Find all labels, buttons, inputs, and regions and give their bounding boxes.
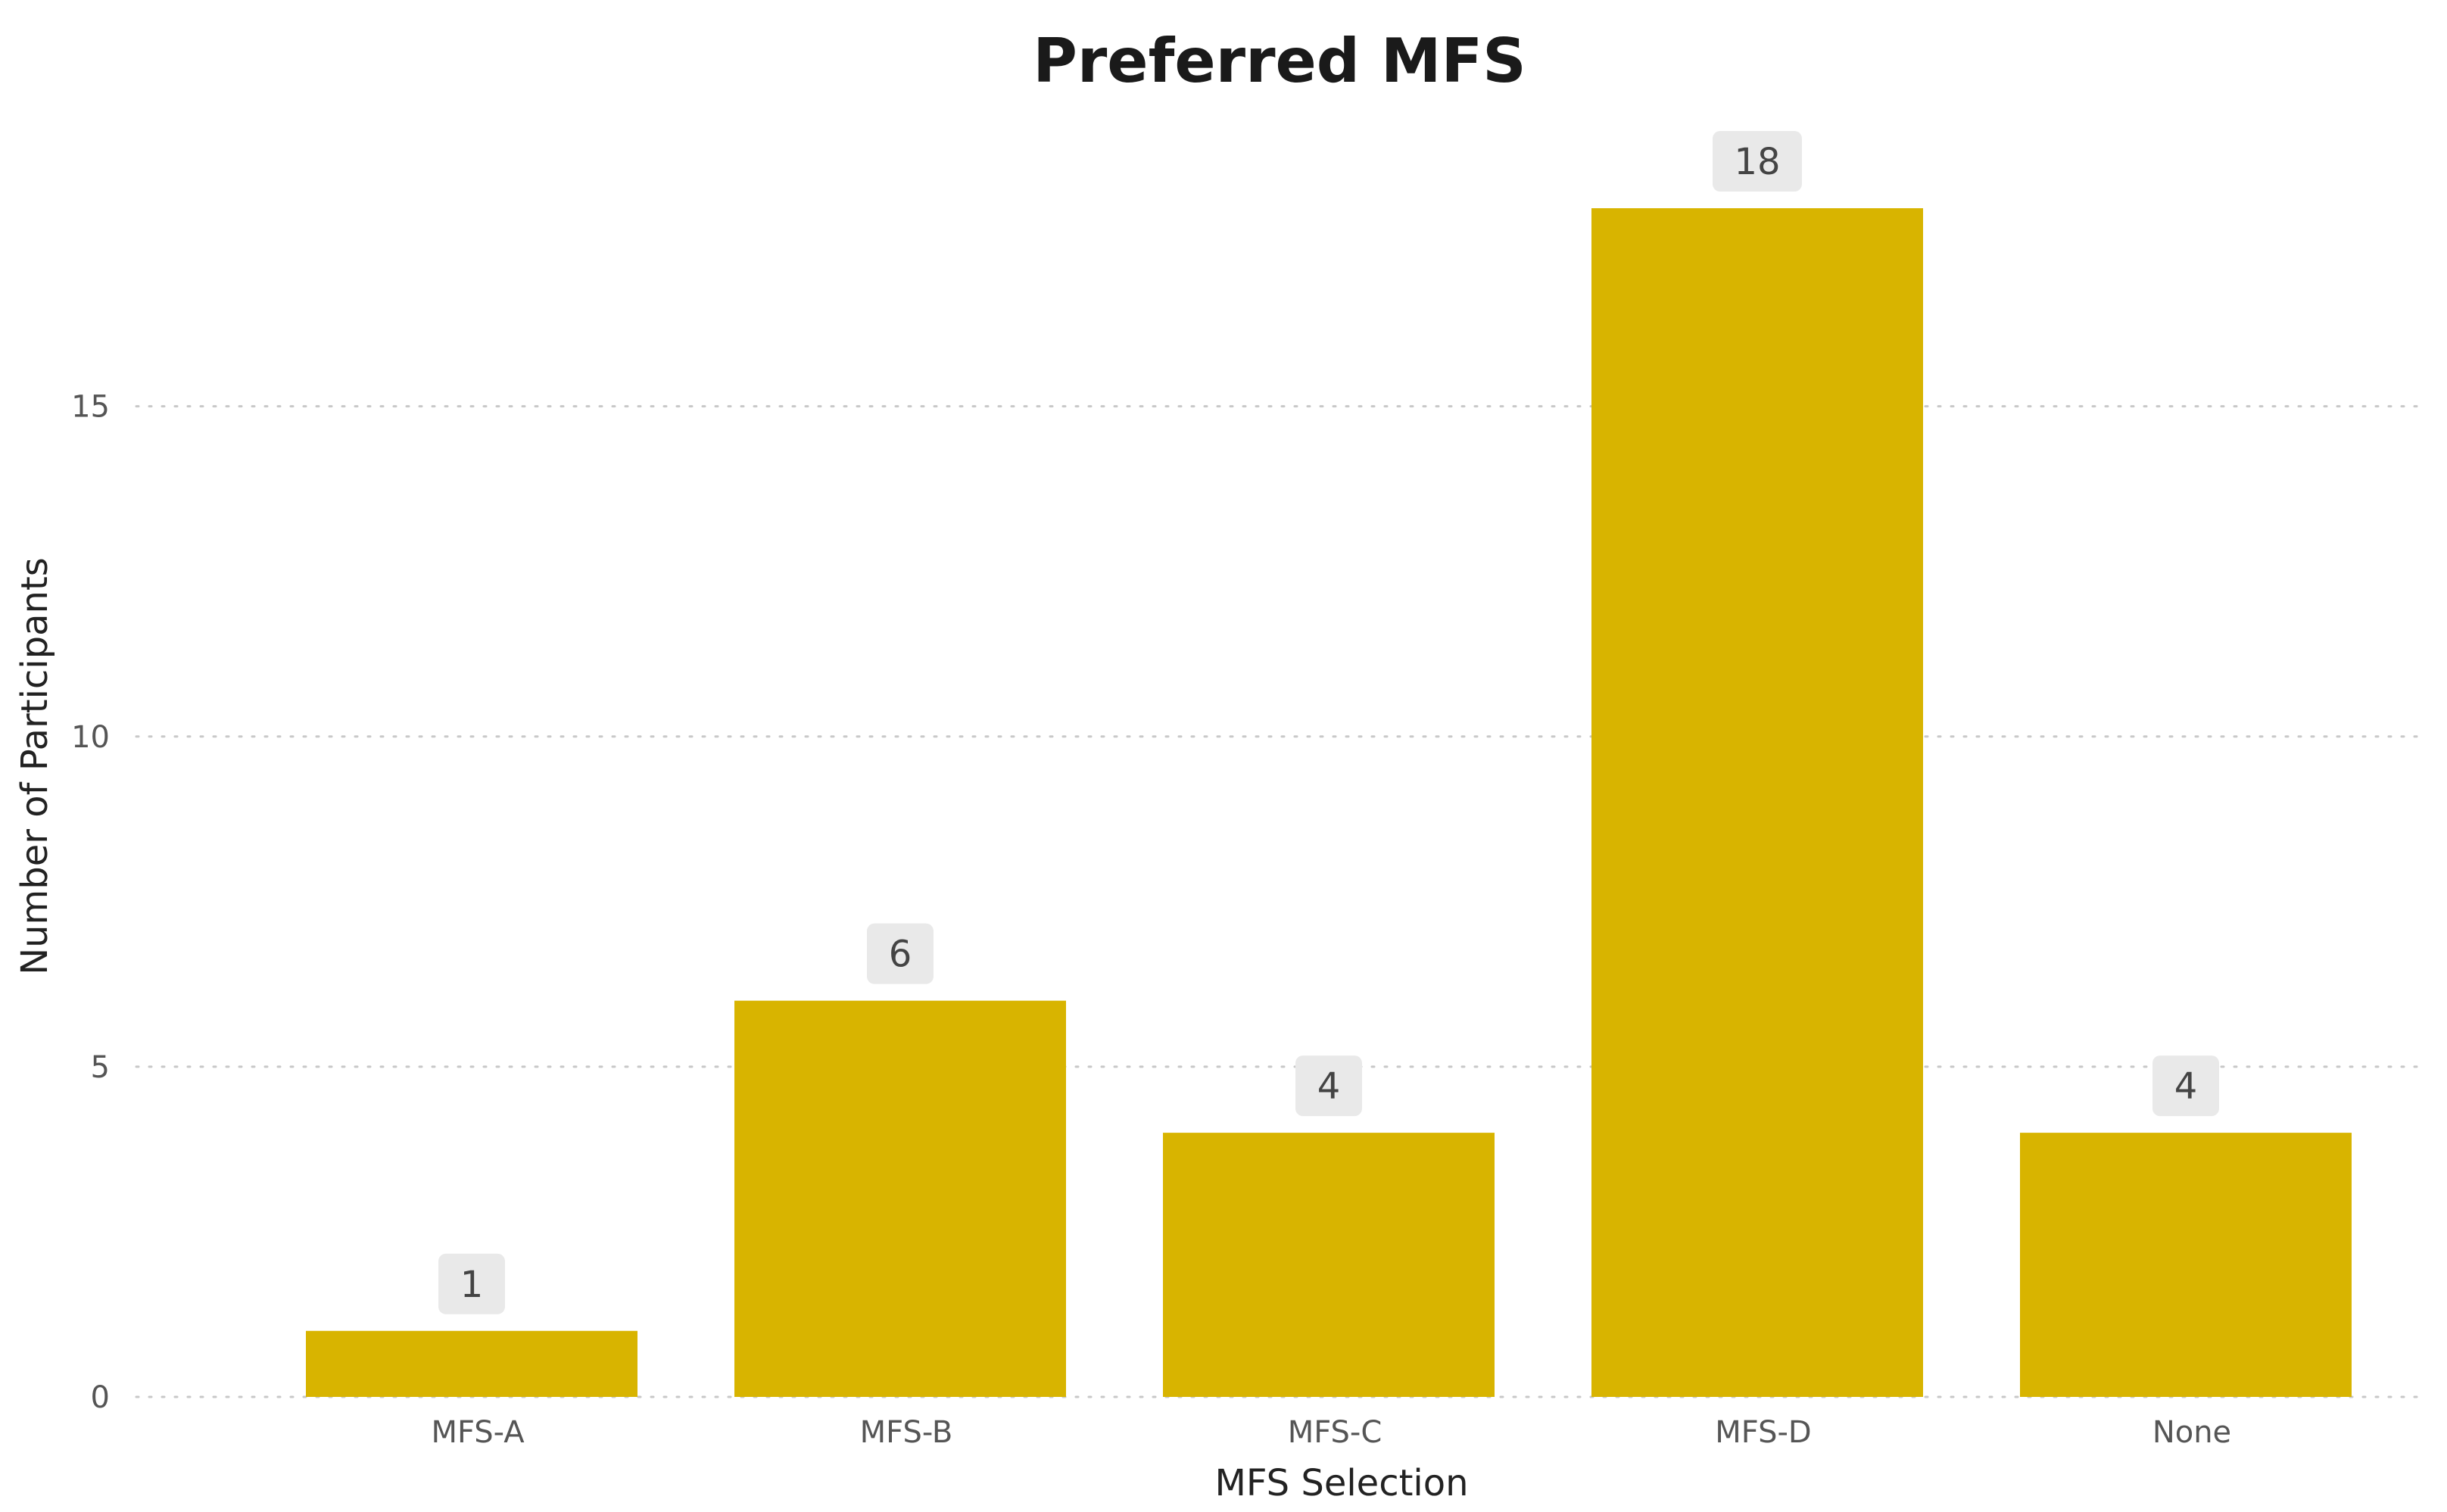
bar-mfs-d xyxy=(1591,208,1923,1397)
data-label: 4 xyxy=(1317,1065,1341,1108)
data-label: 1 xyxy=(460,1264,484,1306)
x-tick-label: MFS-A xyxy=(431,1415,525,1450)
y-tick-label: 5 xyxy=(91,1050,110,1085)
x-tick-label: MFS-C xyxy=(1288,1415,1382,1450)
bar-none xyxy=(2020,1133,2352,1397)
chart-title: Preferred MFS xyxy=(1033,26,1526,96)
bars xyxy=(306,208,2352,1397)
y-tick-label: 0 xyxy=(91,1380,110,1415)
data-label: 18 xyxy=(1734,141,1780,183)
x-axis-title: MFS Selection xyxy=(1214,1462,1468,1504)
y-tick-label: 10 xyxy=(71,720,110,755)
x-tick-label: None xyxy=(2152,1415,2231,1450)
y-tick-label: 15 xyxy=(71,390,110,425)
data-label: 4 xyxy=(2174,1065,2198,1108)
data-label-badge xyxy=(867,923,934,984)
data-label-badge xyxy=(438,1253,505,1314)
data-label: 6 xyxy=(889,934,912,976)
bar-mfs-b xyxy=(734,1000,1066,1397)
y-axis-title: Number of Participants xyxy=(14,557,56,975)
data-labels: 1 6 4 18 4 xyxy=(438,131,2219,1314)
data-label-badge xyxy=(1713,131,1802,192)
x-tick-label: MFS-B xyxy=(860,1415,953,1450)
x-tick-label: MFS-D xyxy=(1715,1415,1811,1450)
x-axis-ticks: MFS-A MFS-B MFS-C MFS-D None xyxy=(431,1415,2231,1450)
data-label-badge xyxy=(2152,1055,2219,1117)
bar-mfs-a xyxy=(306,1330,637,1397)
y-axis-ticks: 0 5 10 15 xyxy=(71,390,110,1415)
data-label-badge xyxy=(1295,1055,1362,1117)
bar-mfs-c xyxy=(1163,1133,1495,1397)
